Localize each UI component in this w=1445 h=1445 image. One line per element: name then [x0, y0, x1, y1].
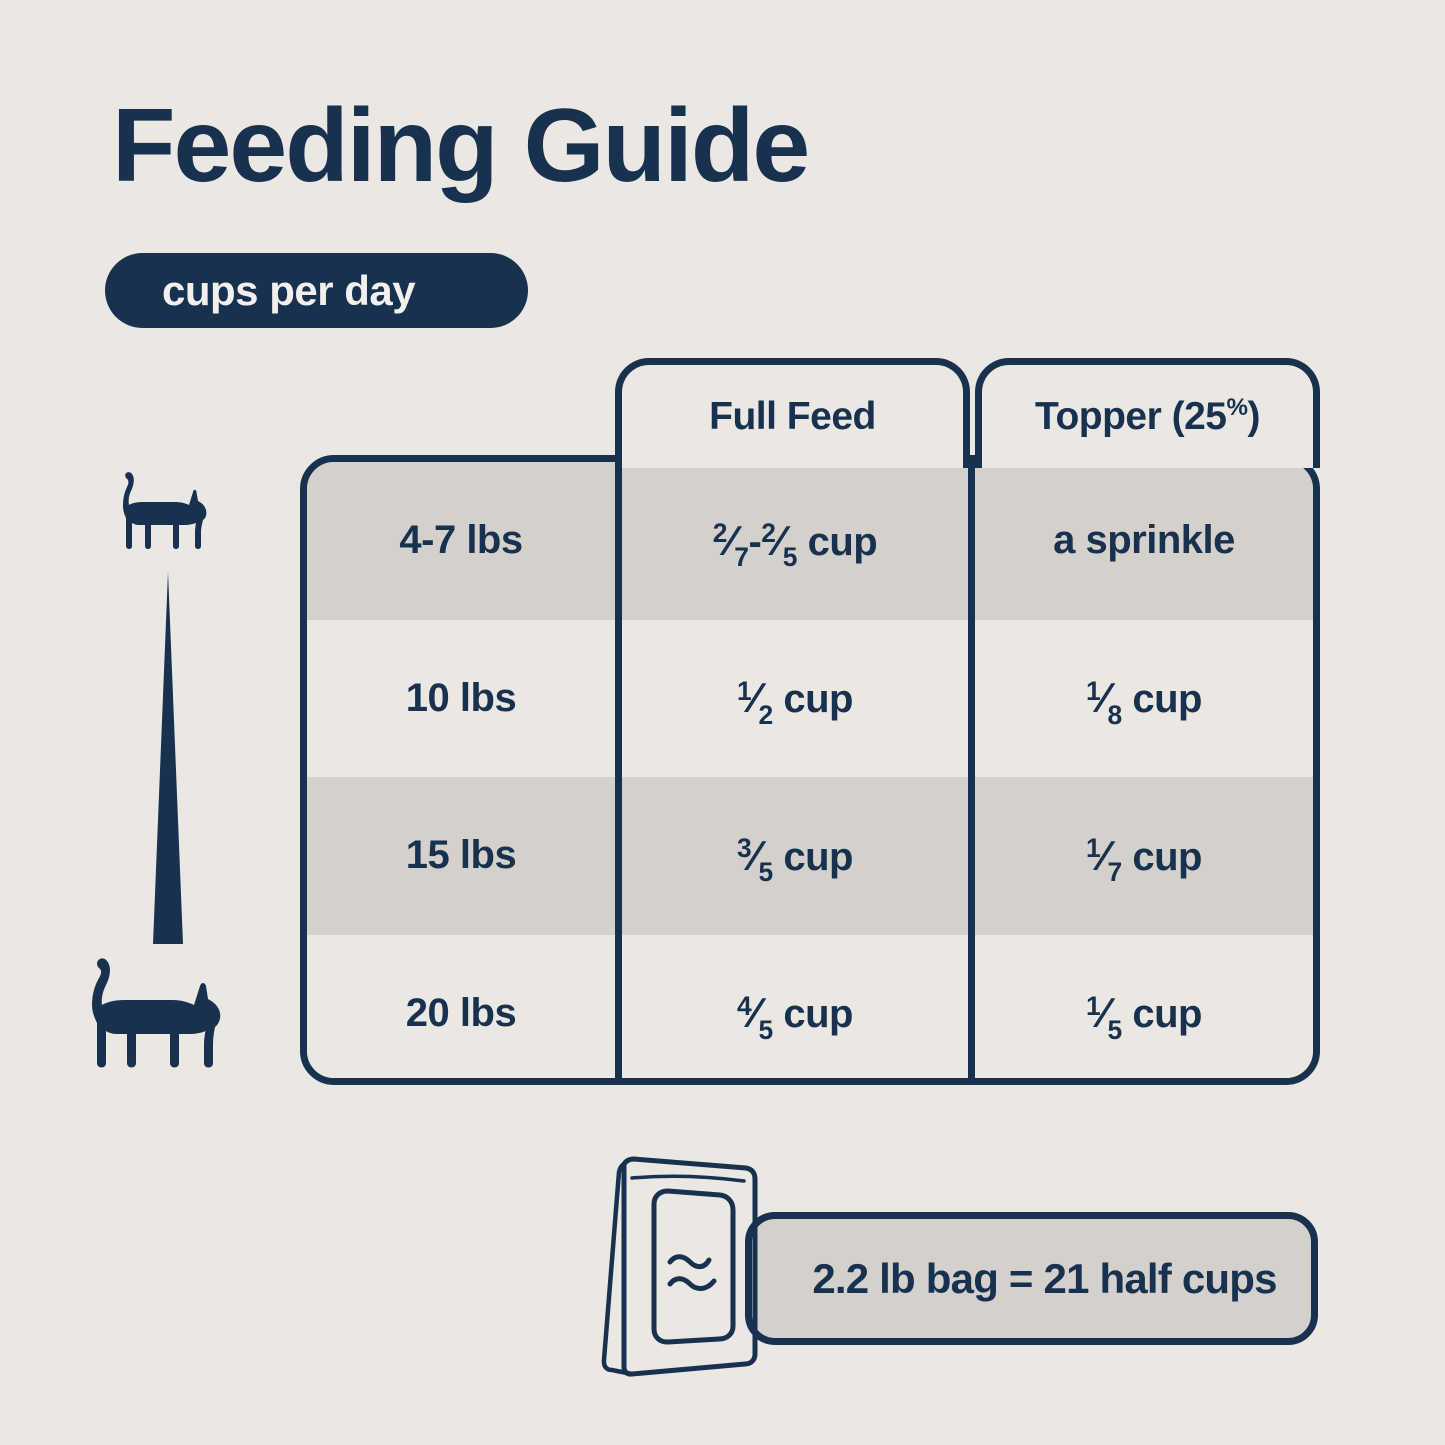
fraction-bar: ⁄ — [1100, 831, 1108, 879]
full-feed-value: 4⁄5 cup — [737, 989, 853, 1043]
full-feed-value: 1⁄2 cup — [737, 674, 853, 728]
cell-full-feed: 1⁄2 cup — [615, 619, 968, 777]
fraction-bar: ⁄ — [751, 831, 759, 879]
size-scale-wedge-icon — [153, 572, 183, 944]
cell-weight: 20 lbs — [307, 935, 615, 1079]
fraction: 1⁄7 — [1086, 831, 1122, 886]
subtitle-pill-badge: cups per day — [105, 253, 528, 328]
cat-walking-large-icon — [92, 958, 221, 1068]
fraction-bar: ⁄ — [1100, 674, 1108, 722]
fraction-denominator: 8 — [1107, 699, 1123, 730]
fraction-bar: ⁄ — [1100, 989, 1108, 1037]
unit-label: cup — [1132, 834, 1202, 879]
bag-yield-label: 2.2 lb bag = 21 half cups — [812, 1254, 1277, 1302]
fraction-to: 2⁄5 — [761, 516, 797, 571]
unit-label: cup — [1132, 992, 1202, 1037]
fraction-denominator: 7 — [1107, 857, 1123, 888]
topper-label-prefix: Topper (25 — [1035, 394, 1227, 438]
fraction: 3⁄5 — [737, 831, 773, 886]
fraction-denominator: 5 — [1107, 1014, 1123, 1045]
fraction-bar: ⁄ — [751, 674, 759, 722]
unit-label: cup — [1132, 677, 1202, 722]
cell-weight: 15 lbs — [307, 777, 615, 935]
fraction-denominator: 7 — [734, 542, 749, 573]
bag-yield-banner: 2.2 lb bag = 21 half cups — [745, 1212, 1318, 1345]
full-feed-value: 2⁄7-2⁄5 cup — [712, 516, 878, 571]
fraction: 1⁄5 — [1086, 989, 1122, 1043]
fraction-numerator: 1 — [1086, 675, 1101, 706]
cell-weight: 4-7 lbs — [307, 462, 615, 620]
topper-percent-superscript: % — [1226, 393, 1248, 421]
table-row: 20 lbs 4⁄5 cup 1⁄5 cup — [307, 934, 1313, 1079]
fraction-denominator: 5 — [758, 857, 774, 888]
weight-value: 4-7 lbs — [399, 518, 523, 563]
full-feed-value: 3⁄5 cup — [737, 831, 853, 886]
topper-value: a sprinkle — [1053, 518, 1235, 563]
unit-label: cup — [783, 992, 853, 1037]
cell-topper: 1⁄5 cup — [968, 934, 1313, 1078]
table-row: 4-7 lbs 2⁄7-2⁄5 cup a sprinkle — [307, 462, 1313, 620]
fraction-numerator: 2 — [761, 518, 776, 548]
feeding-table: 4-7 lbs 2⁄7-2⁄5 cup a sprinkle 10 lbs 1⁄… — [300, 455, 1320, 1085]
fraction-numerator: 4 — [737, 990, 752, 1021]
fraction-denominator: 2 — [758, 699, 774, 730]
cell-topper: a sprinkle — [968, 462, 1313, 620]
cell-full-feed: 3⁄5 cup — [615, 777, 968, 935]
topper-value: 1⁄7 cup — [1086, 831, 1202, 886]
fraction-numerator: 1 — [1086, 990, 1101, 1021]
topper-value: 1⁄5 cup — [1086, 989, 1202, 1043]
fraction-denominator: 5 — [782, 542, 798, 573]
weight-value: 15 lbs — [405, 833, 517, 878]
subtitle-pill-label: cups per day — [162, 266, 416, 314]
fraction-bar: ⁄ — [751, 989, 759, 1037]
fraction-numerator: 2 — [712, 518, 728, 548]
column-header-topper-label: Topper (25%) — [1035, 395, 1260, 439]
unit-label: cup — [807, 519, 878, 564]
cell-topper: 1⁄8 cup — [968, 619, 1313, 777]
cell-topper: 1⁄7 cup — [968, 777, 1313, 935]
cell-weight: 10 lbs — [307, 620, 615, 778]
weight-value: 20 lbs — [405, 990, 517, 1035]
fraction-numerator: 3 — [737, 833, 752, 863]
weight-value: 10 lbs — [405, 675, 517, 720]
fraction-bar: ⁄ — [727, 516, 734, 564]
range-dash: - — [748, 519, 762, 564]
topper-label-suffix: ) — [1247, 394, 1260, 438]
unit-label: cup — [783, 834, 853, 879]
column-header-full-feed-label: Full Feed — [709, 394, 876, 438]
fraction: 4⁄5 — [737, 989, 773, 1043]
fraction: 1⁄8 — [1086, 674, 1122, 728]
cell-full-feed: 4⁄5 cup — [615, 934, 968, 1078]
topper-value: 1⁄8 cup — [1086, 674, 1202, 728]
column-header-topper: Topper (25%) — [975, 358, 1320, 468]
page-title: Feeding Guide — [112, 88, 810, 204]
table-row: 15 lbs 3⁄5 cup 1⁄7 cup — [307, 777, 1313, 935]
column-header-full-feed: Full Feed — [615, 358, 970, 468]
fraction: 1⁄2 — [737, 674, 773, 728]
fraction-numerator: 1 — [737, 675, 752, 706]
fraction-bar: ⁄ — [775, 516, 783, 564]
fraction-numerator: 1 — [1086, 833, 1101, 863]
fraction-denominator: 5 — [758, 1014, 774, 1045]
unit-label: cup — [783, 677, 853, 722]
cell-full-feed: 2⁄7-2⁄5 cup — [615, 462, 968, 620]
table-row: 10 lbs 1⁄2 cup 1⁄8 cup — [307, 619, 1313, 778]
cat-walking-small-icon — [123, 472, 207, 549]
food-bag-icon — [601, 1156, 758, 1377]
fraction-from: 2⁄7 — [712, 516, 749, 571]
